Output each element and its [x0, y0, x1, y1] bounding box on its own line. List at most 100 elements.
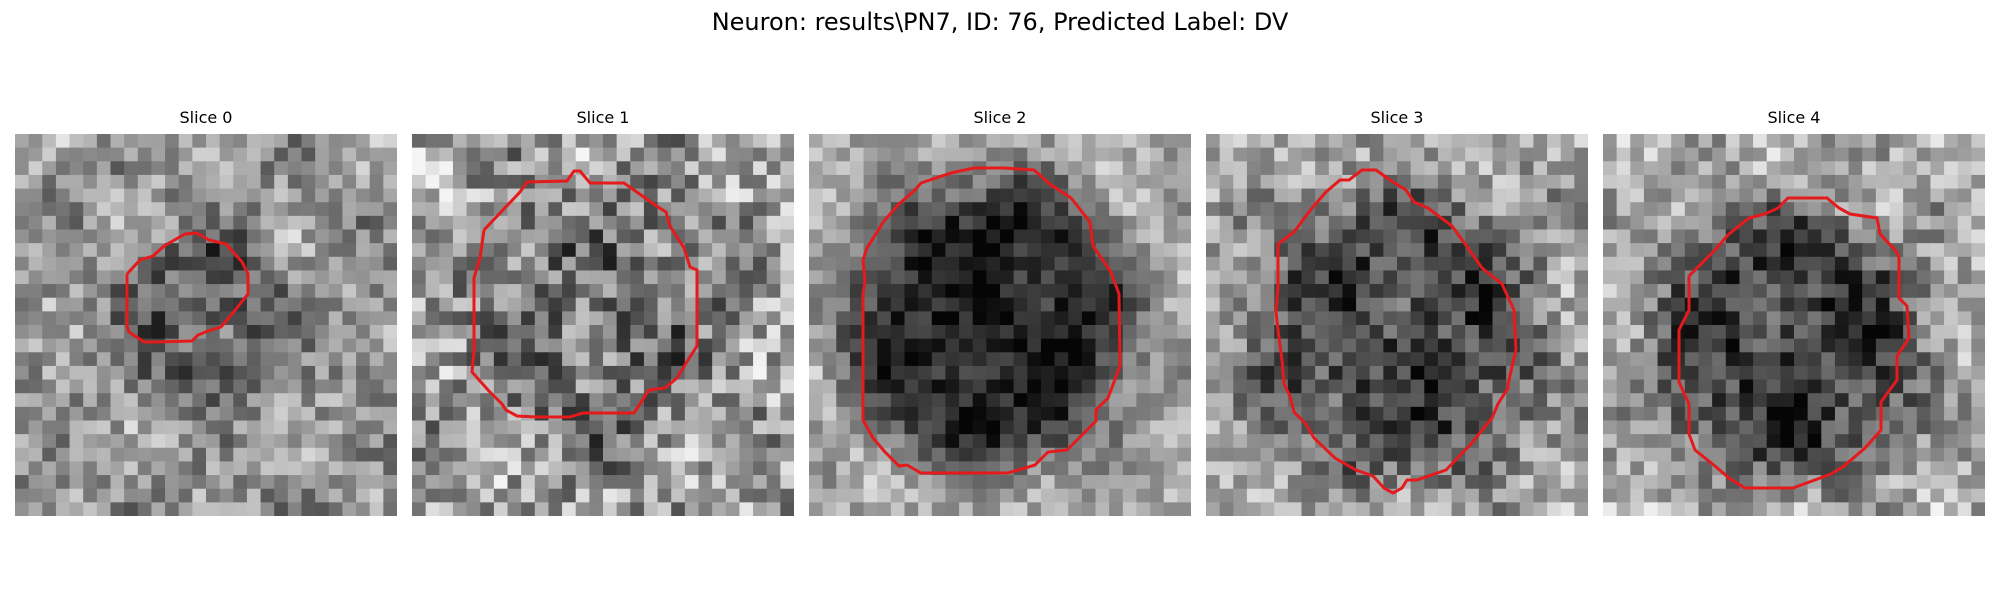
pixel: [1492, 256, 1507, 272]
pixel: [1821, 174, 1836, 190]
pixel: [1437, 270, 1453, 285]
pixel: [945, 488, 960, 503]
pixel: [151, 379, 166, 394]
pixel: [151, 174, 166, 190]
pixel: [1095, 502, 1110, 516]
pixel: [698, 338, 713, 353]
pixel: [931, 147, 947, 162]
pixel: [1465, 270, 1480, 285]
pixel: [945, 434, 960, 449]
pixel: [1163, 243, 1178, 258]
pixel: [657, 270, 672, 285]
pixel: [603, 229, 618, 244]
pixel: [178, 161, 193, 176]
pixel: [1150, 243, 1165, 258]
pixel: [725, 379, 741, 394]
pixel: [1163, 174, 1178, 190]
pixel: [83, 161, 98, 176]
pixel: [1630, 434, 1645, 449]
pixel: [575, 188, 590, 203]
pixel: [1424, 406, 1439, 422]
pixel: [548, 461, 563, 476]
pixel: [1163, 475, 1178, 490]
pixel: [1957, 147, 1972, 162]
pixel: [1478, 174, 1494, 190]
pixel: [55, 338, 71, 353]
pixel: [1356, 325, 1371, 340]
pixel: [1383, 325, 1398, 340]
pixel: [643, 243, 659, 258]
pixel: [1657, 325, 1672, 340]
pixel: [96, 243, 112, 258]
pixel: [1219, 174, 1234, 190]
pixel: [110, 215, 125, 231]
pixel: [315, 325, 330, 340]
pixel: [1930, 215, 1945, 231]
pixel: [534, 256, 550, 272]
pixel: [780, 297, 794, 312]
pixel: [1930, 202, 1945, 217]
pixel: [931, 243, 947, 258]
pixel: [1533, 202, 1548, 217]
pixel: [616, 188, 631, 203]
pixel: [274, 188, 289, 203]
pixel: [1328, 461, 1344, 476]
pixel: [206, 461, 221, 476]
pixel: [1122, 243, 1138, 258]
pixel: [1862, 461, 1877, 476]
pixel: [643, 434, 659, 449]
pixel: [1424, 188, 1439, 203]
pixel: [766, 379, 781, 394]
pixel: [849, 420, 865, 435]
pixel: [1684, 174, 1700, 190]
pixel: [1944, 297, 1959, 312]
pixel: [1492, 243, 1507, 258]
pixel: [1574, 461, 1588, 476]
pixel: [287, 420, 303, 435]
pixel: [480, 215, 495, 231]
pixel: [1260, 352, 1275, 367]
pixel: [1916, 379, 1932, 394]
pixel: [1068, 147, 1083, 162]
pixel: [1807, 352, 1822, 367]
pixel: [739, 229, 754, 244]
pixel: [589, 393, 604, 408]
pixel: [1506, 215, 1521, 231]
pixel: [1807, 447, 1822, 463]
pixel: [274, 147, 289, 162]
pixel: [684, 161, 700, 176]
pixel: [1040, 502, 1056, 516]
pixel: [849, 147, 865, 162]
pixel: [342, 270, 357, 285]
pixel: [1916, 502, 1932, 516]
pixel: [945, 243, 960, 258]
pixel: [178, 174, 193, 190]
pixel: [890, 475, 906, 490]
pixel: [1643, 215, 1659, 231]
pixel: [110, 229, 125, 244]
pixel: [1287, 352, 1303, 367]
pixel: [206, 161, 221, 176]
pixel: [1780, 488, 1795, 503]
pixel: [1013, 393, 1028, 408]
pixel: [493, 256, 509, 272]
pixel: [890, 325, 906, 340]
pixel: [1630, 475, 1645, 490]
pixel: [1957, 256, 1972, 272]
pixel: [1095, 393, 1110, 408]
pixel: [1206, 256, 1221, 272]
pixel: [1246, 311, 1262, 326]
pixel: [1095, 488, 1110, 503]
pixel: [1206, 475, 1221, 490]
pixel: [178, 461, 193, 476]
pixel: [739, 447, 754, 463]
pixel: [1492, 338, 1507, 353]
pixel: [1233, 229, 1248, 244]
pixel: [1301, 174, 1316, 190]
pixel: [877, 297, 892, 312]
pixel: [1451, 147, 1466, 162]
pixel: [1410, 229, 1425, 244]
pixel: [1081, 174, 1097, 190]
pixel: [630, 256, 645, 272]
pixel: [630, 379, 645, 394]
